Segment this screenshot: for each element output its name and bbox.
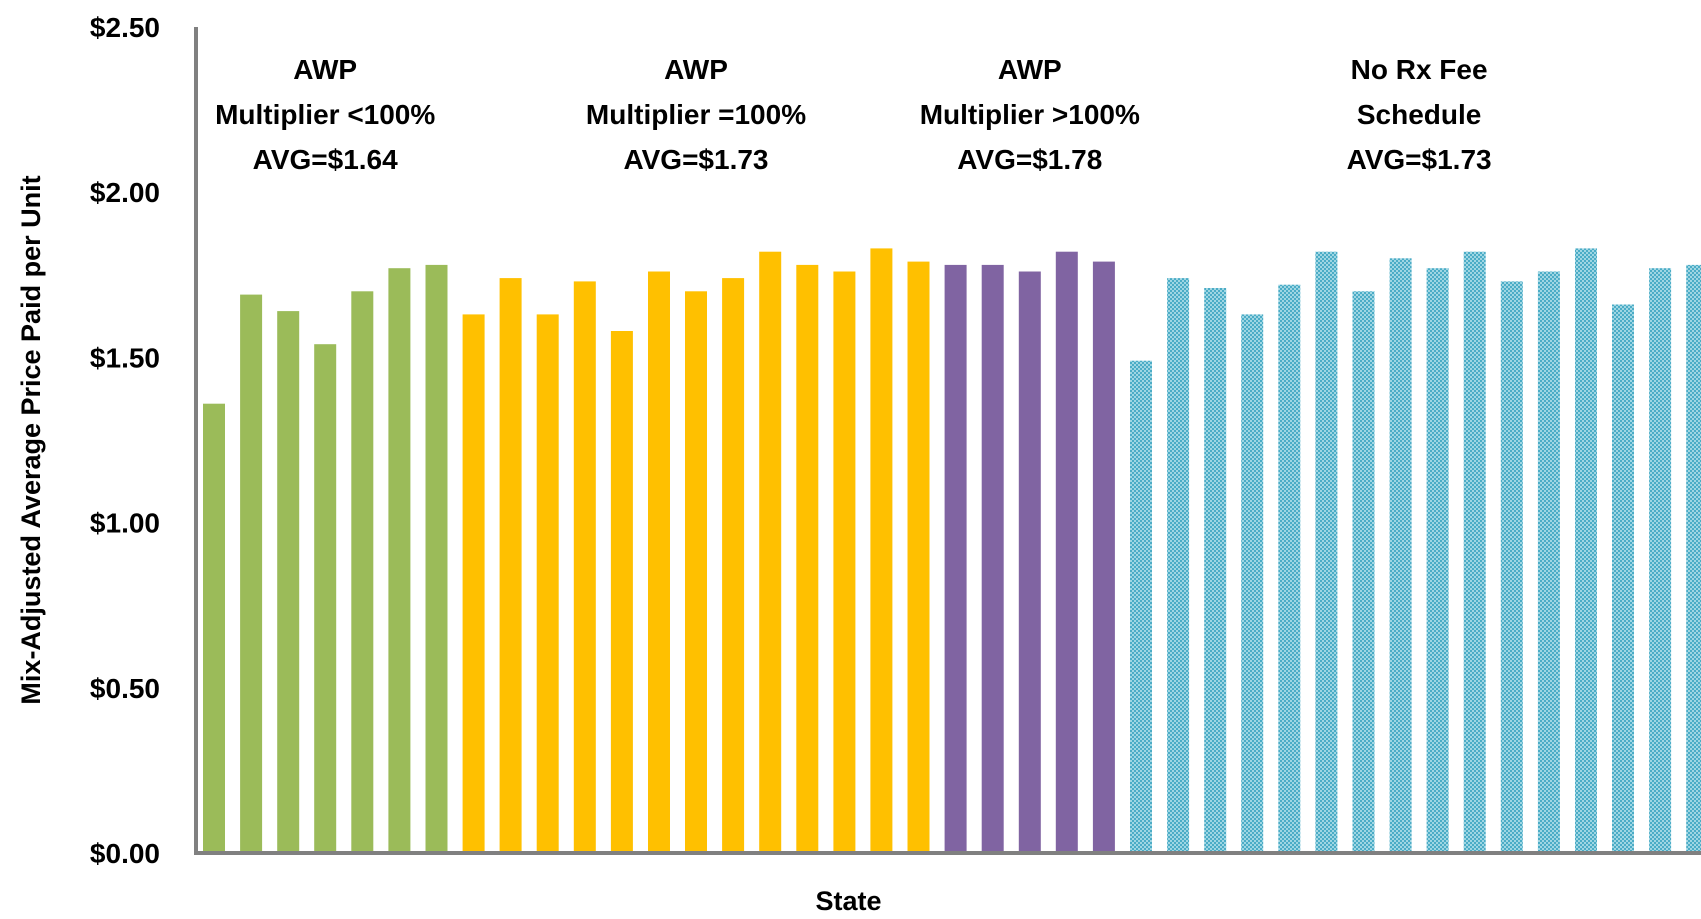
- bar: [610, 331, 633, 853]
- bar: [870, 248, 893, 853]
- y-axis-title: Mix-Adjusted Average Price Paid per Unit: [16, 175, 46, 704]
- bar: [1537, 271, 1560, 853]
- bar: [796, 264, 819, 853]
- group-label-line: AWP: [293, 54, 357, 85]
- bar: [573, 281, 596, 853]
- bar: [462, 314, 485, 853]
- bar: [1315, 251, 1338, 853]
- bar: [759, 251, 782, 853]
- bar: [1463, 251, 1486, 853]
- bar: [1055, 251, 1078, 853]
- bar: [1130, 360, 1152, 853]
- group-label-line: Multiplier <100%: [215, 99, 435, 130]
- bar: [1018, 271, 1041, 853]
- group-label-line: Multiplier >100%: [920, 99, 1140, 130]
- bar: [1649, 268, 1672, 853]
- bar: [1352, 291, 1375, 853]
- bar: [722, 278, 745, 854]
- y-tick-label: $1.50: [90, 342, 160, 373]
- bar: [536, 314, 559, 853]
- y-tick-label: $2.50: [90, 12, 160, 43]
- y-tick-label: $0.00: [90, 838, 160, 869]
- group-label-line: AVG=$1.64: [253, 144, 398, 175]
- bar: [981, 264, 1004, 853]
- bar: [314, 344, 337, 853]
- bar: [907, 261, 930, 854]
- group-label-line: AVG=$1.73: [1347, 144, 1492, 175]
- bar: [1278, 284, 1301, 853]
- bar: [1241, 314, 1264, 853]
- group-label-line: No Rx Fee: [1351, 54, 1488, 85]
- bar: [685, 291, 707, 853]
- bar: [388, 268, 411, 853]
- group-label-line: AWP: [664, 54, 728, 85]
- group-label-line: AWP: [998, 54, 1062, 85]
- bar: [1204, 288, 1227, 853]
- bar: [1092, 261, 1115, 854]
- bar: [1426, 268, 1449, 853]
- bar: [499, 278, 522, 854]
- y-tick-label: $0.50: [90, 673, 160, 704]
- bars-layer: [203, 248, 1701, 854]
- bar: [1575, 248, 1597, 853]
- y-tick-label: $2.00: [90, 177, 160, 208]
- bar: [277, 311, 300, 854]
- bar: [1686, 264, 1701, 853]
- bar: [1612, 304, 1634, 853]
- bar: [351, 291, 374, 853]
- bar: [1167, 278, 1190, 854]
- bar: [203, 403, 225, 853]
- group-label-line: AVG=$1.73: [623, 144, 768, 175]
- group-label-line: Multiplier =100%: [586, 99, 806, 130]
- x-axis-title: State: [815, 886, 881, 916]
- group-label-line: AVG=$1.78: [957, 144, 1102, 175]
- bar: [944, 264, 967, 853]
- bar: [648, 271, 670, 853]
- y-axis-ticks: $0.00 $0.50 $1.00 $1.50 $2.00 $2.50: [90, 12, 160, 869]
- bar: [240, 294, 263, 854]
- y-tick-label: $1.00: [90, 508, 160, 539]
- bar: [833, 271, 856, 853]
- bar: [425, 264, 448, 853]
- group-label-line: Schedule: [1357, 99, 1481, 130]
- group-labels-layer: AWP Multiplier <100% AVG=$1.64 AWP Multiplie…: [215, 54, 1492, 175]
- bar: [1500, 281, 1523, 853]
- bar: [1389, 258, 1412, 853]
